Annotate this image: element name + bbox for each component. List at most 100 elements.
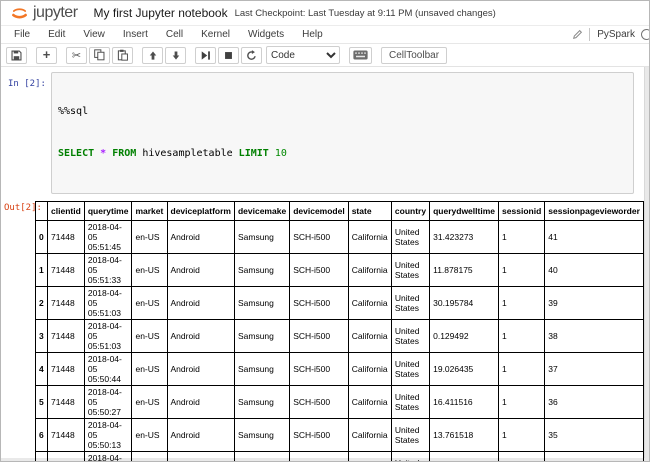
table-cell: United States [390,385,431,419]
table-cell: SCH-i500 [289,253,349,287]
table-cell: Samsung [233,253,291,287]
notebook-title[interactable]: My first Jupyter notebook [93,6,228,20]
table-row: 0 71448 2018-04-05 05:51:45 en-US Android Sam… [34,220,644,254]
menu-kernel[interactable]: Kernel [201,29,231,40]
menu-cell[interactable]: Cell [165,29,184,40]
table-cell: Android [166,352,235,386]
menu-widgets[interactable]: Widgets [248,29,285,40]
table-cell: en-US [131,352,168,386]
pencil-icon [573,29,583,40]
copy-cells-button[interactable] [89,46,110,64]
table-cell: 2018-04-05 05:51:45 [83,220,133,254]
table-cell: en-US [131,418,168,452]
table-cell: Android [166,418,235,452]
column-header: sessionid [498,201,546,221]
scissors-icon: ✂ [71,49,82,62]
table-cell: United States [390,352,431,386]
jupyter-logo[interactable]: jupyter [9,3,78,24]
column-header: market [131,201,168,221]
cut-cells-button[interactable]: ✂ [66,46,87,64]
menu-file[interactable]: File [14,29,31,40]
table-cell: Samsung [233,418,291,452]
table-cell: United States [390,319,431,353]
run-cell-button[interactable] [195,46,216,64]
table-cell: California [347,451,392,461]
table-cell: Samsung [233,286,291,320]
notebook-header: jupyter My first Jupyter notebook Last C… [1,1,649,26]
table-row: 3 71448 2018-04-05 05:51:03 en-US Android Sam… [34,319,644,353]
column-header: clientid [47,201,85,221]
code-cell: In [2]: %%sql SELECT * FROM hivesampleta… [1,72,644,194]
table-cell: 2018-04-05 05:50:04 [83,451,133,461]
column-header: state [347,201,392,221]
table-cell: 71448 [47,385,85,419]
table-cell: 36 [544,385,644,419]
table-cell: 71448 [47,352,85,386]
row-index: 5 [34,385,49,419]
column-header: sessionpagevieworder [544,201,644,221]
table-cell: 2018-04-05 05:51:03 [83,286,133,320]
table-cell: 71448 [47,418,85,452]
table-cell: United States [390,220,431,254]
command-palette-button[interactable] [349,46,372,64]
menu-view[interactable]: View [83,29,105,40]
table-cell: 35 [544,418,644,452]
table-cell: Samsung [233,352,291,386]
menu-insert[interactable]: Insert [122,29,148,40]
table-cell: en-US [131,319,168,353]
table-cell: SCH-i500 [289,385,349,419]
table-cell: Android [166,385,235,419]
table-cell: Android [166,319,235,353]
table-header-row: clientid querytime market deviceplatform dev… [34,201,644,221]
menu-edit[interactable]: Edit [48,29,66,40]
code-line-1: %%sql [58,106,89,117]
move-cell-down-button[interactable] [165,46,186,64]
table-cell: en-US [131,385,168,419]
table-cell: 1 [498,352,546,386]
paste-cells-button[interactable] [112,46,133,64]
save-button[interactable] [6,46,27,64]
copy-icon [94,49,105,61]
table-row: 6 71448 2018-04-05 05:50:13 en-US Android Sam… [34,418,644,452]
output-area: Out[2]: clientid querytime market devicepla… [1,200,644,461]
paste-icon [117,49,128,61]
table-cell: Samsung [233,385,291,419]
table-cell: SCH-i500 [289,352,349,386]
move-cell-up-button[interactable] [142,46,163,64]
jupyter-wordmark: jupyter [33,4,78,21]
table-row: 2 71448 2018-04-05 05:51:03 en-US Android Sam… [34,286,644,320]
table-cell: 13.761518 [429,418,500,452]
kernel-status-icon [641,29,649,40]
stop-icon [225,51,232,59]
table-cell: California [347,352,392,386]
table-cell: SCH-i500 [289,451,349,461]
celltoolbar-button[interactable]: CellToolbar [381,46,448,64]
table-cell: California [347,319,392,353]
restart-kernel-button[interactable] [241,46,262,64]
table-cell: 1 [498,418,546,452]
row-index: 3 [34,319,49,353]
save-icon [11,49,22,61]
table-cell: 2018-04-05 05:51:33 [83,253,133,287]
cell-type-select[interactable]: Code [266,46,340,64]
table-cell: 1 [498,220,546,254]
table-cell: 71448 [47,319,85,353]
table-cell: 71448 [47,286,85,320]
jupyter-logo-icon [12,7,27,18]
add-cell-button[interactable]: + [36,46,57,64]
code-line-2: SELECT * FROM hivesampletable LIMIT 10 [58,148,287,159]
table-cell: California [347,286,392,320]
menu-help[interactable]: Help [302,29,323,40]
table-cell: 37 [544,352,644,386]
table-cell: SCH-i500 [289,286,349,320]
table-cell: Android [166,451,235,461]
table-cell: 1 [498,286,546,320]
table-cell: Android [166,253,235,287]
row-index: 7 [34,451,49,461]
input-prompt: In [2]: [8,79,46,89]
column-header: deviceplatform [166,201,235,221]
table-row: 1 71448 2018-04-05 05:51:33 en-US Android Sam… [34,253,644,287]
stop-kernel-button[interactable] [218,46,239,64]
table-cell: 2018-04-05 05:51:03 [83,319,133,353]
code-editor[interactable]: %%sql SELECT * FROM hivesampletable LIMI… [51,72,634,194]
